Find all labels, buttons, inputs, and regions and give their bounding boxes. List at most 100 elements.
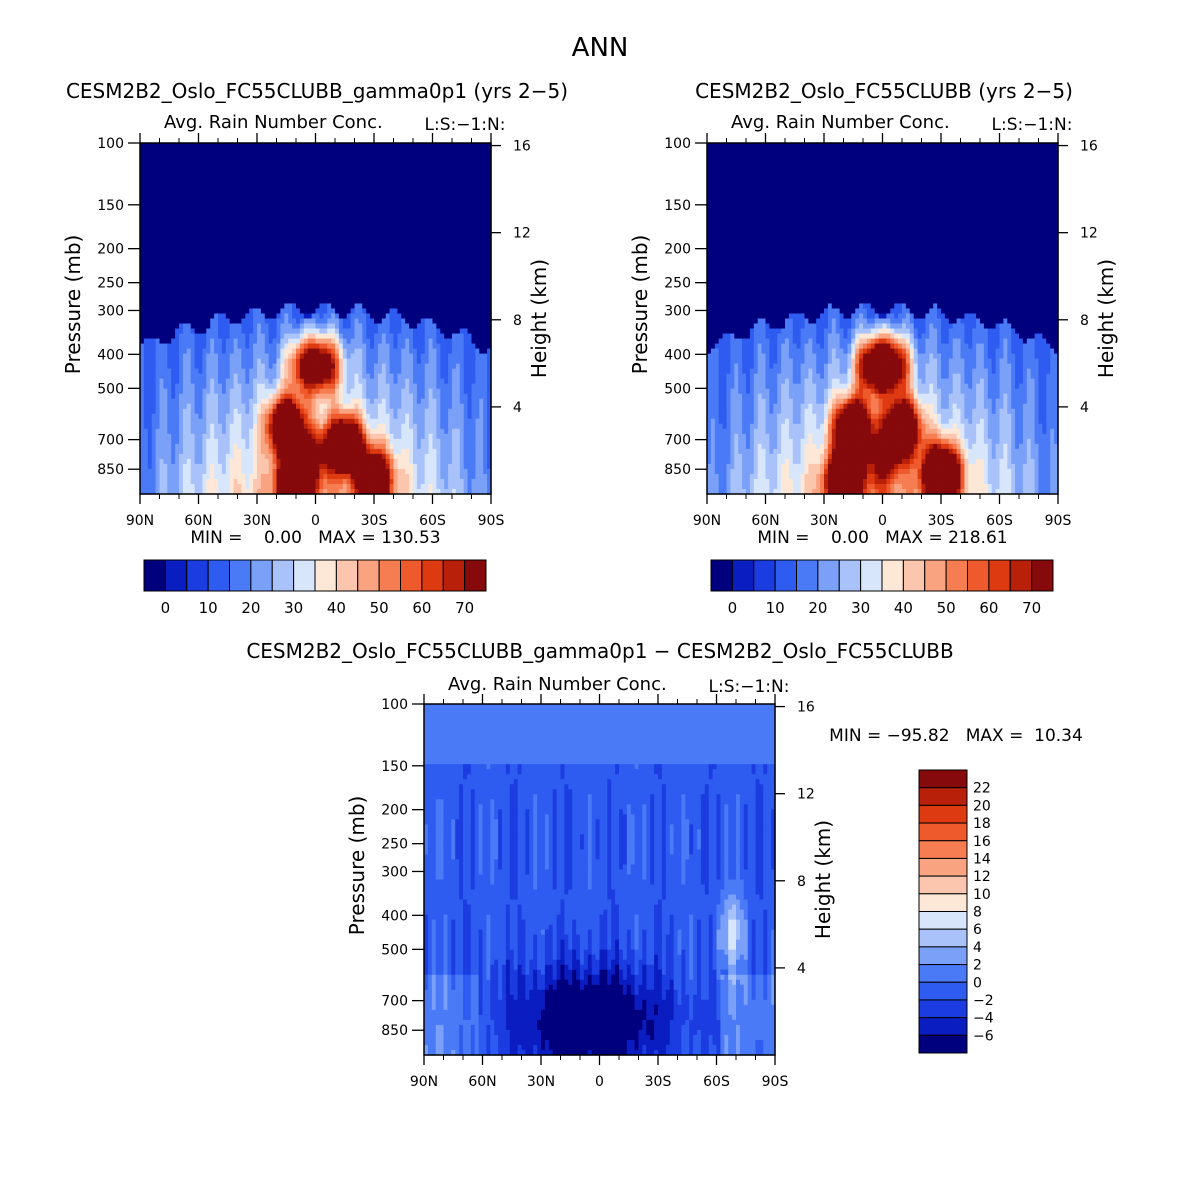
- contour-cell: [471, 278, 476, 284]
- contour-cell: [307, 308, 313, 315]
- contour-cell: [311, 283, 317, 290]
- contour-cell: [323, 368, 328, 375]
- contour-cell: [335, 383, 340, 390]
- contour-cell: [350, 173, 356, 179]
- contour-cell: [167, 263, 172, 269]
- contour-cell: [225, 163, 231, 169]
- contour-cell: [315, 293, 320, 300]
- contour-cell: [358, 143, 363, 149]
- contour-cell: [436, 228, 441, 234]
- contour-cell: [159, 163, 164, 169]
- contour-cell: [284, 273, 289, 279]
- contour-cell: [350, 338, 356, 345]
- contour-cell: [299, 288, 305, 295]
- contour-cell: [420, 273, 426, 279]
- contour-cell: [264, 363, 270, 370]
- contour-cell: [389, 408, 395, 415]
- contour-cell: [319, 213, 324, 219]
- contour-cell: [241, 358, 246, 365]
- contour-cell: [307, 363, 313, 370]
- contour-cell: [214, 223, 219, 229]
- contour-cell: [245, 233, 250, 239]
- contour-cell: [459, 293, 465, 300]
- contour-cell: [471, 173, 476, 179]
- contour-cell: [452, 408, 457, 415]
- contour-cell: [206, 338, 211, 345]
- contour-cell: [147, 213, 153, 219]
- contour-cell: [245, 338, 250, 345]
- contour-cell: [459, 373, 465, 380]
- contour-cell: [315, 378, 320, 385]
- contour-cell: [331, 173, 336, 179]
- contour-cell: [467, 188, 473, 194]
- contour-cell: [202, 193, 207, 199]
- contour-cell: [206, 258, 211, 264]
- contour-cell: [381, 328, 387, 335]
- contour-cell: [229, 358, 235, 365]
- contour-cell: [413, 323, 418, 330]
- contour-cell: [452, 233, 457, 239]
- contour-cell: [428, 393, 434, 400]
- contour-cell: [428, 288, 434, 295]
- contour-cell: [455, 408, 461, 415]
- contour-cell: [374, 143, 379, 149]
- contour-cell: [225, 258, 231, 264]
- contour-cell: [354, 338, 359, 345]
- contour-cell: [381, 288, 387, 295]
- contour-cell: [440, 178, 445, 184]
- contour-cell: [221, 203, 227, 209]
- contour-cell: [346, 338, 352, 345]
- contour-cell: [479, 188, 484, 194]
- contour-cell: [206, 403, 211, 410]
- contour-cell: [260, 328, 266, 335]
- contour-cell: [397, 403, 402, 410]
- contour-cell: [377, 403, 383, 410]
- contour-cell: [370, 188, 375, 194]
- contour-cell: [147, 223, 153, 229]
- contour-cell: [409, 163, 414, 169]
- contour-cell: [397, 298, 402, 305]
- contour-cell: [416, 413, 422, 420]
- contour-cell: [171, 253, 176, 259]
- contour-cell: [409, 398, 414, 405]
- contour-cell: [381, 403, 387, 410]
- contour-cell: [260, 403, 266, 410]
- contour-cell: [409, 183, 414, 189]
- contour-cell: [444, 168, 449, 174]
- contour-cell: [260, 338, 266, 345]
- contour-cell: [475, 358, 480, 365]
- contour-cell: [354, 208, 359, 214]
- contour-cell: [264, 143, 270, 149]
- contour-cell: [202, 168, 207, 174]
- contour-cell: [471, 323, 476, 330]
- contour-cell: [420, 198, 426, 204]
- contour-cell: [350, 383, 356, 390]
- contour-cell: [424, 313, 430, 320]
- contour-cell: [182, 398, 188, 405]
- contour-cell: [311, 408, 317, 415]
- contour-cell: [233, 378, 239, 385]
- contour-cell: [331, 263, 336, 269]
- contour-cell: [237, 188, 242, 194]
- contour-cell: [338, 208, 344, 214]
- contour-cell: [335, 328, 340, 335]
- contour-cell: [264, 168, 270, 174]
- contour-cell: [432, 173, 437, 179]
- contour-cell: [299, 173, 305, 179]
- contour-cell: [385, 313, 391, 320]
- contour-cell: [455, 268, 461, 274]
- contour-cell: [167, 278, 172, 284]
- contour-cell: [377, 223, 383, 229]
- contour-cell: [311, 263, 317, 269]
- contour-cell: [401, 268, 406, 274]
- contour-cell: [436, 218, 441, 224]
- contour-cell: [358, 233, 363, 239]
- contour-cell: [190, 368, 196, 375]
- contour-cell: [245, 378, 250, 385]
- contour-cell: [268, 248, 274, 254]
- contour-cell: [428, 298, 434, 305]
- contour-cell: [389, 353, 395, 360]
- contour-cell: [374, 203, 379, 209]
- contour-cell: [440, 238, 445, 244]
- contour-cell: [362, 153, 367, 159]
